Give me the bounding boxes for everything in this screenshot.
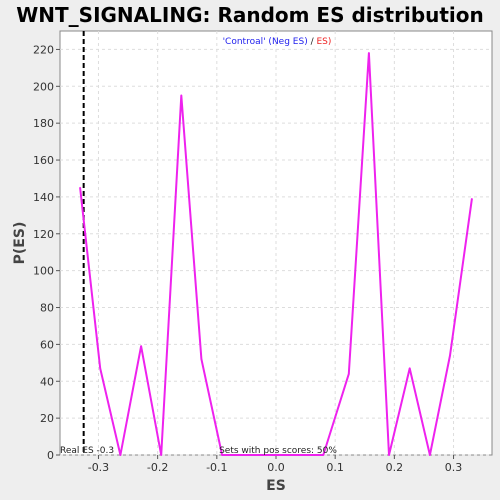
real-es-annotation: Real ES -0.3 [60,446,114,456]
data-point [160,454,162,456]
x-tick-label: 0.2 [386,461,404,474]
grid [60,31,492,456]
data-point [429,454,431,456]
data-point [221,454,223,456]
y-tick-label: 140 [33,191,54,204]
data-point [200,358,203,360]
data-point [408,367,411,370]
legend: 'Controal' (Neg ES) / ES) [223,37,332,47]
data-point [261,454,264,456]
y-tick-label: 200 [33,80,54,93]
data-point [302,454,305,456]
data-point [140,345,142,348]
pos-scores-annotation: Sets with pos scores: 50% [219,446,337,456]
chart-title: WNT_SIGNALING: Random ES distribution [16,3,484,27]
data-point [180,94,183,97]
x-tick-label: -0.1 [206,461,227,474]
data-point [368,52,370,54]
y-tick-label: 220 [33,43,54,56]
data-point [241,454,244,456]
data-point [119,454,122,456]
legend-part-neg: 'Controal' (Neg ES) [223,37,308,47]
y-tick-label: 80 [40,302,54,315]
data-point [322,454,325,456]
y-tick-label: 0 [47,449,54,462]
legend-part-es: ES) [316,37,331,47]
data-point [99,367,102,370]
x-tick-label: 0.3 [445,461,463,474]
y-tick-label: 120 [33,228,54,241]
y-tick-label: 100 [33,265,54,278]
data-point [347,373,350,375]
y-tick-label: 180 [33,117,54,130]
y-tick-label: 40 [40,375,54,388]
x-axis-label: ES [266,478,286,494]
series-line-0 [79,52,473,456]
x-tick-label: 0.1 [326,461,344,474]
y-tick-label: 20 [40,412,54,425]
legend-part-sep: / [311,37,317,47]
y-tick-label: 160 [33,154,54,167]
data-point [79,186,81,189]
x-tick-label: 0.0 [267,461,285,474]
data-point [388,454,390,456]
series-layer [79,52,473,456]
axis-ticks: 0 20 40 60 80 100 120 140 160 180 200 220 -0.3 -0.2 -0… [33,43,462,474]
data-point [281,454,284,456]
y-axis-label: P(ES) [12,222,28,265]
y-tick-label: 60 [40,338,54,351]
x-tick-label: -0.3 [88,461,109,474]
data-point [471,197,473,200]
data-point [449,354,451,357]
x-tick-label: -0.2 [147,461,168,474]
